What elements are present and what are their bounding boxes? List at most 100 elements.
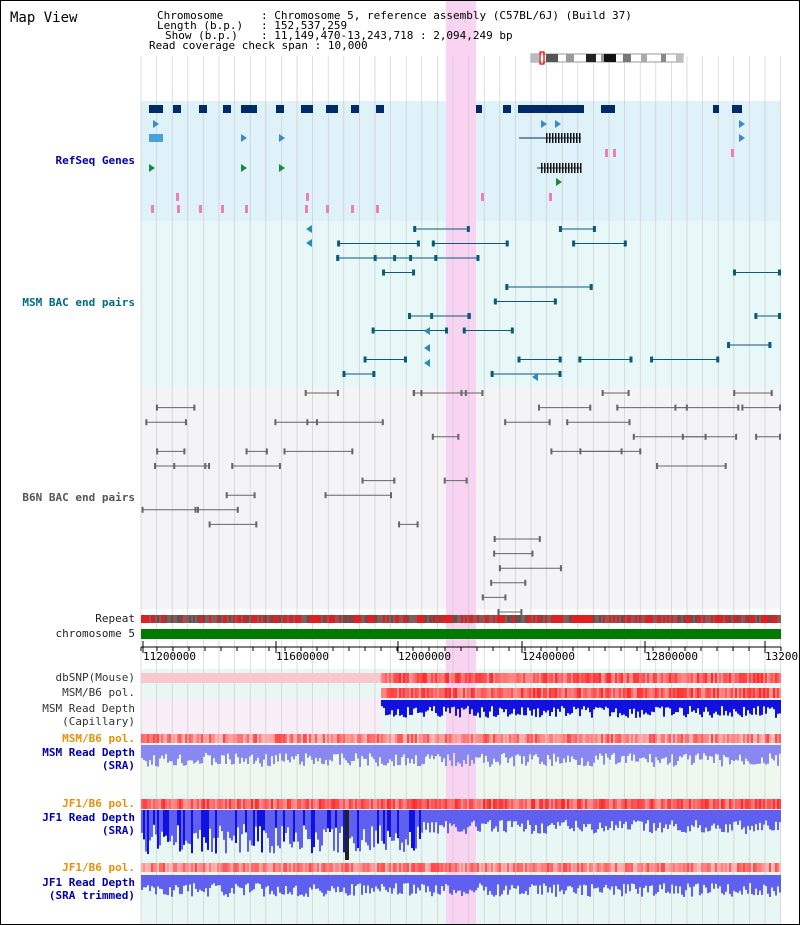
repeat-segment [541,615,543,623]
depth-bar [253,810,255,846]
depth-bar [631,745,633,761]
track-label-repeat[interactable]: Repeat [95,612,135,625]
bac-end [490,579,493,586]
polymorphism-cell [701,673,703,683]
depth-bar [541,875,543,895]
polymorphism-cell [409,673,411,683]
bac-arrow [306,239,312,247]
polymorphism-cell [627,734,629,743]
track-label-jf1-depth-trimmed[interactable]: JF1 Read Depth (SRA trimmed) [1,876,135,902]
polymorphism-cell [307,863,309,872]
polymorphism-cell [427,734,429,743]
polymorphism-cell [427,673,429,683]
bac-end [336,390,339,396]
polymorphism-cell [565,688,567,698]
track-label-refseq[interactable]: RefSeq Genes [55,154,135,167]
track-label-msm-depth-sra[interactable]: MSM Read Depth (SRA) [1,746,135,772]
repeat-segment [647,615,649,623]
polymorphism-cell [455,688,457,698]
polymorphism-cell [337,799,339,809]
polymorphism-cell [521,799,523,809]
depth-bar [485,875,487,887]
polymorphism-cell [757,734,759,743]
depth-bar [687,875,689,884]
polymorphism-cell [599,799,601,809]
polymorphism-cell [437,688,439,698]
depth-bar [437,745,439,754]
polymorphism-cell [597,863,599,872]
polymorphism-cell [773,863,775,872]
depth-bar [767,700,769,708]
depth-bar [141,810,143,833]
polymorphism-cell [627,799,629,809]
polymorphism-cell [377,863,379,872]
bac-end [467,313,471,319]
depth-bar [451,875,453,895]
depth-bar [655,810,657,831]
repeat-segment [577,615,579,623]
polymorphism-cell [177,863,179,872]
polymorphism-cell [383,734,385,743]
polymorphism-cell [263,863,265,872]
bac-end [255,521,258,528]
polymorphism-cell [755,734,757,743]
polymorphism-cell [539,673,541,683]
polymorphism-cell [605,863,607,872]
track-label-jf1-pol[interactable]: JF1/B6 pol. [62,797,135,810]
track-label-b6n-bac[interactable]: B6N BAC end pairs [22,491,135,504]
depth-bar [465,875,467,894]
polymorphism-cell [165,734,167,743]
polymorphism-cell [577,688,579,698]
polymorphism-cell [551,863,553,872]
depth-bar [175,875,177,886]
polymorphism-cell [213,863,215,872]
polymorphism-cell [495,673,497,683]
polymorphism-cell [413,799,415,809]
track-label-line: JF1 Read Depth [42,876,135,889]
depth-bar [473,810,475,821]
track-label-dbsnp[interactable]: dbSNP(Mouse) [55,671,135,684]
track-label-msm-pol[interactable]: MSM/B6 pol. [62,686,135,699]
track-label-chromosome[interactable]: chromosome 5 [55,627,135,640]
polymorphism-cell [303,734,305,743]
polymorphism-cell [409,863,411,872]
depth-bar [565,810,567,821]
polymorphism-cell [749,799,751,809]
track-label-msm-bac[interactable]: MSM BAC end pairs [22,296,135,309]
polymorphism-cell [211,734,213,743]
depth-bar [751,810,753,826]
polymorphism-cell [591,673,593,683]
polymorphism-cell [689,799,691,809]
bac-end [737,404,740,411]
polymorphism-cell [145,863,147,872]
bac-end [363,356,367,363]
track-label-jf1-pol-2[interactable]: JF1/B6 pol. [62,861,135,874]
depth-bar [771,745,773,759]
track-label-msm-depth-capillary[interactable]: MSM Read Depth (Capillary) [1,702,135,728]
polymorphism-cell [553,863,555,872]
bac-end [504,594,507,601]
depth-bar [775,745,777,756]
bac-end [497,609,500,615]
depth-bar [501,875,503,895]
repeat-segment [255,615,257,623]
depth-bar [177,810,179,826]
polymorphism-cell [651,863,653,872]
polymorphism-cell [651,799,653,809]
track-label-msm-pol-2[interactable]: MSM/B6 pol. [62,732,135,745]
repeat-segment [415,615,417,623]
polymorphism-cell [721,673,723,683]
repeat-segment [627,615,629,623]
polymorphism-cell [539,734,541,743]
track-label-jf1-depth-sra[interactable]: JF1 Read Depth (SRA) [1,811,135,837]
polymorphism-cell [449,863,451,872]
repeat-segment [561,615,563,623]
depth-bar [267,875,269,886]
polymorphism-cell [611,673,613,683]
polymorphism-cell [435,688,437,698]
polymorphism-cell [641,688,643,698]
polymorphism-cell [629,734,631,743]
polymorphism-cell [735,799,737,809]
polymorphism-cell [659,688,661,698]
